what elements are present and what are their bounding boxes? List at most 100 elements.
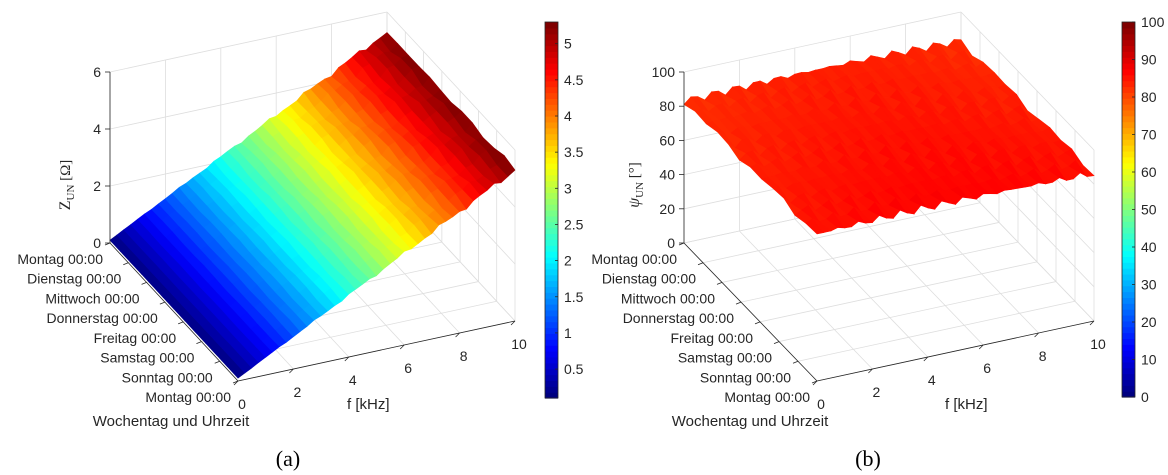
y-tick-mark bbox=[792, 360, 799, 364]
y-tick-mark bbox=[754, 321, 761, 325]
colorbar-tick-label: 90 bbox=[1141, 52, 1157, 68]
gridline-back-z bbox=[683, 11, 962, 73]
y-axis-label: Wochentag und Uhrzeit bbox=[672, 413, 829, 430]
y-tick-label: Montag 00:00 bbox=[17, 251, 103, 267]
colorbar: 0 10 20 30 40 50 60 70 80 90 100 bbox=[1121, 14, 1165, 405]
colorbar-tick-label: 50 bbox=[1141, 202, 1157, 218]
y-tick-mark bbox=[159, 301, 166, 305]
colorbar-segment bbox=[1122, 215, 1135, 222]
y-tick-label: Montag 00:00 bbox=[724, 389, 810, 405]
colorbar-segment bbox=[545, 157, 558, 164]
colorbar-segment bbox=[1122, 320, 1135, 328]
colorbar-segment bbox=[545, 57, 558, 64]
colorbar-segment bbox=[545, 380, 558, 387]
colorbar-segment bbox=[545, 133, 558, 141]
y-tick-mark bbox=[811, 380, 818, 384]
colorbar-segment bbox=[1122, 285, 1135, 293]
colorbar-segment bbox=[545, 139, 558, 146]
colorbar-segment bbox=[1122, 262, 1135, 269]
colorbar-segment bbox=[545, 104, 558, 111]
colorbar-tick-label: 2.5 bbox=[564, 216, 584, 232]
z-tick-label: 2 bbox=[93, 178, 101, 194]
y-tick-mark bbox=[773, 341, 780, 344]
gridline-back-z bbox=[109, 11, 388, 73]
colorbar-segment bbox=[1122, 156, 1135, 164]
colorbar-tick-label: 40 bbox=[1141, 239, 1157, 255]
gridline-floor-x bbox=[849, 206, 984, 346]
colorbar-tick-label: 1 bbox=[564, 325, 572, 341]
colorbar-segment bbox=[1122, 109, 1135, 117]
y-tick-mark bbox=[716, 282, 723, 285]
colorbar-segment bbox=[545, 74, 558, 82]
colorbar-segment bbox=[545, 362, 558, 370]
colorbar-segment bbox=[545, 210, 558, 217]
x-tick-mark bbox=[289, 368, 294, 374]
colorbar-tick-label: 1.5 bbox=[564, 289, 584, 305]
colorbar-segment bbox=[545, 262, 558, 270]
x-tick-mark bbox=[923, 356, 929, 362]
gridline-floor-y bbox=[740, 241, 1019, 303]
colorbar-segment bbox=[545, 368, 558, 376]
y-tick-label: Mittwoch 00:00 bbox=[621, 290, 715, 306]
colorbar-segment bbox=[545, 392, 558, 399]
colorbar-segment bbox=[1122, 391, 1135, 398]
colorbar-segment bbox=[1122, 86, 1135, 93]
colorbar-segment bbox=[1122, 291, 1135, 298]
gridline-floor-x bbox=[905, 194, 1039, 334]
colorbar-segment bbox=[1122, 168, 1135, 175]
colorbar-tick-label: 20 bbox=[1141, 314, 1157, 330]
x-tick-label: 4 bbox=[928, 372, 936, 388]
colorbar-segment bbox=[545, 239, 558, 246]
z-tick-label: 80 bbox=[659, 98, 675, 114]
axes: 0 2 4 6 8 10 Montag 00:00 Dienstag 00:00 Mittwoc… bbox=[17, 64, 527, 412]
x-axis-label: f [kHz] bbox=[347, 396, 390, 413]
x-axis-label: f [kHz] bbox=[945, 396, 988, 413]
colorbar-segment bbox=[1122, 39, 1135, 47]
y-tick-label: Dienstag 00:00 bbox=[27, 271, 121, 287]
colorbar-segment bbox=[545, 351, 558, 358]
colorbar-segment bbox=[1122, 309, 1135, 316]
colorbar-segment bbox=[1122, 279, 1135, 287]
colorbar-segment bbox=[1122, 57, 1135, 64]
colorbar-segment bbox=[1122, 338, 1135, 345]
surface-patch bbox=[1075, 159, 1095, 177]
colorbar-segment bbox=[1122, 33, 1135, 41]
colorbar-segment bbox=[1122, 80, 1135, 88]
colorbar-segment bbox=[545, 174, 558, 182]
y-tick-label: Sonntag 00:00 bbox=[122, 369, 213, 385]
y-tick-mark bbox=[232, 380, 239, 384]
colorbar-segment bbox=[1122, 203, 1135, 211]
colorbar-segment bbox=[1122, 244, 1135, 252]
colorbar-segment bbox=[1122, 162, 1135, 170]
x-axis-line bbox=[816, 320, 1095, 382]
colorbar-segment bbox=[1122, 145, 1135, 152]
colorbar-segment bbox=[1122, 232, 1135, 240]
y-tick-label: Montag 00:00 bbox=[591, 251, 677, 267]
colorbar-segment bbox=[1122, 191, 1135, 199]
colorbar-segment bbox=[1122, 27, 1135, 35]
y-tick-label: Dienstag 00:00 bbox=[602, 271, 696, 287]
colorbar-tick-label: 3 bbox=[564, 180, 572, 196]
colorbar-segment bbox=[545, 163, 558, 170]
colorbar-segment bbox=[545, 180, 558, 188]
z-tick-label: 60 bbox=[659, 132, 675, 148]
colorbar-segment bbox=[1122, 197, 1135, 205]
colorbar-segment bbox=[545, 51, 558, 58]
colorbar-segment bbox=[1122, 121, 1135, 129]
colorbar-segment bbox=[1122, 63, 1135, 70]
colorbar-segment bbox=[545, 245, 558, 252]
colorbar-segment bbox=[1122, 238, 1135, 246]
colorbar-segment bbox=[1122, 22, 1135, 29]
y-tick-label: Mittwoch 00:00 bbox=[45, 290, 139, 306]
colorbar-segment bbox=[545, 292, 558, 299]
colorbar-segment bbox=[1122, 268, 1135, 275]
colorbar-segment bbox=[545, 204, 558, 211]
colorbar-segment bbox=[545, 92, 558, 99]
colorbar-segment bbox=[1122, 104, 1135, 111]
y-axis-label: Wochentag und Uhrzeit bbox=[93, 413, 250, 430]
gridline-side-z bbox=[386, 11, 516, 151]
colorbar-segment bbox=[1122, 186, 1135, 193]
z-tick-label: 100 bbox=[652, 64, 676, 80]
colorbar-segment bbox=[545, 221, 558, 229]
z-tick-label: 0 bbox=[667, 235, 675, 251]
